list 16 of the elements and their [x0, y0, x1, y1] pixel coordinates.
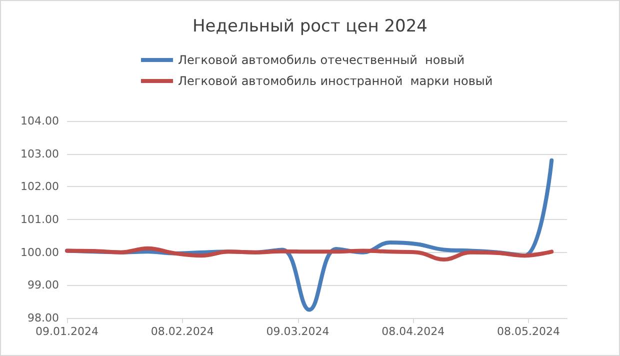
y-tick-label: 99.00 — [28, 278, 59, 292]
y-tick-label: 98.00 — [28, 312, 59, 324]
y-tick-label: 101.00 — [20, 213, 59, 226]
line-series — [65, 246, 554, 262]
y-tick-label: 102.00 — [20, 180, 59, 194]
chart-title: Недельный рост цен 2024 — [192, 16, 428, 36]
x-tick-label: 08.04.2024 — [382, 325, 445, 338]
x-tick-label: 08.05.2024 — [497, 325, 560, 338]
y-tick-label: 104.00 — [20, 114, 59, 128]
x-tick-label: 09.03.2024 — [266, 325, 330, 338]
x-tick-label: 08.02.2024 — [150, 325, 214, 338]
y-tick-label: 100.00 — [20, 246, 59, 259]
y-tick-label: 103.00 — [20, 147, 59, 160]
legend-label: Легковой автомобиль иностранной марки новый — [178, 74, 493, 88]
legend-label: Легковой автомобиль отечественный новый — [178, 53, 465, 67]
x-tick-label: 09.01.2024 — [36, 325, 98, 338]
